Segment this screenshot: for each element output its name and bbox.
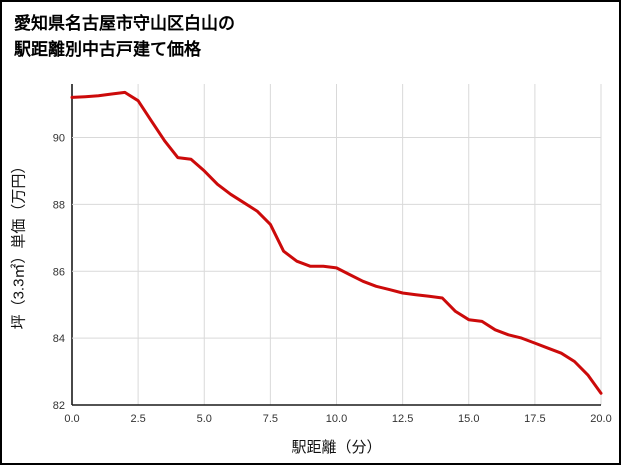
x-tick-label: 10.0 <box>326 413 347 425</box>
x-tick-label: 2.5 <box>130 413 145 425</box>
price-line <box>70 90 603 395</box>
y-tick-label: 82 <box>53 400 65 412</box>
x-tick-label: 0.0 <box>64 413 79 425</box>
price-line-chart-svg: 0.0 2.5 5.0 7.5 10.0 12.5 15.0 17.5 20.0 82 84 86 88… <box>53 84 612 425</box>
y-tick-label: 88 <box>53 199 65 211</box>
x-tick-label: 15.0 <box>458 413 479 425</box>
y-tick-label: 90 <box>53 133 65 145</box>
chart-title: 愛知県名古屋市守山区白山の 駅距離別中古戸建て価格 <box>2 2 619 62</box>
chart-title-line1: 愛知県名古屋市守山区白山の <box>14 14 235 33</box>
x-tick-label: 5.0 <box>197 413 212 425</box>
y-axis-label: 坪（3.3㎡）単価（万円） <box>10 158 28 330</box>
x-tick-label: 20.0 <box>590 413 611 425</box>
x-tick-label: 7.5 <box>263 413 278 425</box>
chart-title-line2: 駅距離別中古戸建て価格 <box>14 39 201 59</box>
y-tick-label: 84 <box>53 333 65 345</box>
x-tick-label: 12.5 <box>392 413 413 425</box>
x-tick-label: 17.5 <box>524 413 545 425</box>
chart-area: 0.0 2.5 5.0 7.5 10.0 12.5 15.0 17.5 20.0 82 84 86 88… <box>2 74 619 463</box>
y-tick-label: 86 <box>53 266 65 278</box>
x-axis-label: 駅距離（分） <box>291 439 382 456</box>
